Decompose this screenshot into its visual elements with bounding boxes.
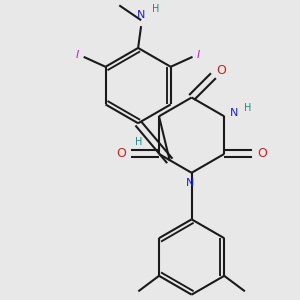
Text: H: H [244,103,251,113]
Text: O: O [216,64,226,77]
Text: H: H [152,4,160,14]
Text: O: O [116,148,126,160]
Text: N: N [230,108,238,118]
Text: I: I [76,50,80,60]
Text: O: O [257,148,267,160]
Text: I: I [197,50,200,60]
Text: N: N [137,10,145,20]
Text: N: N [185,178,194,188]
Text: H: H [135,137,143,147]
